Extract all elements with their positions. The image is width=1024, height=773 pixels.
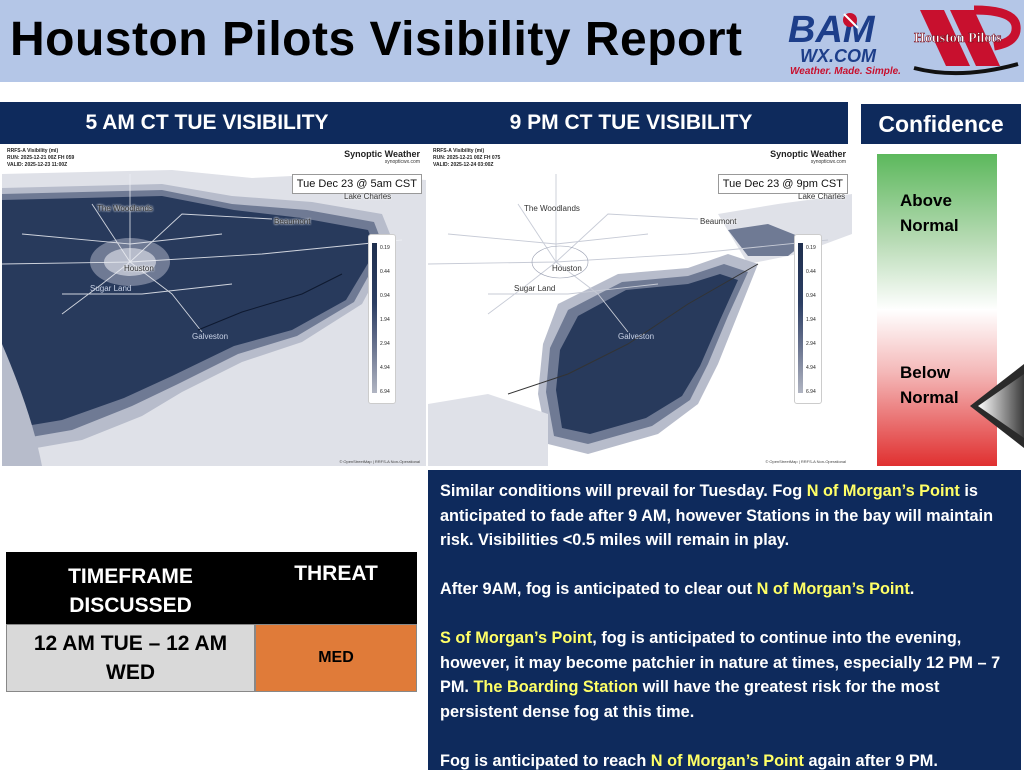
houston-pilots-logo: Houston Pilots bbox=[910, 4, 1022, 78]
discussion-paragraph-1: Similar conditions will prevail for Tues… bbox=[440, 479, 1009, 553]
svg-text:Weather. Made. Simple.: Weather. Made. Simple. bbox=[790, 66, 901, 76]
threat-level-cell: MED bbox=[255, 624, 417, 692]
city-galveston: Galveston bbox=[192, 332, 228, 341]
header-banner: Houston Pilots Visibility Report BAM WX.… bbox=[0, 0, 1024, 82]
visibility-map-5am: RRFS-A Visibility (mi) RUN: 2025-12-21 0… bbox=[2, 144, 426, 466]
map-attribution-9pm: © OpenStreetMap | RRFS-A Non-Operational bbox=[765, 459, 846, 464]
timeframe-header: TIMEFRAME DISCUSSED bbox=[6, 552, 255, 624]
confidence-above-normal-label: Above Normal bbox=[900, 188, 959, 238]
bam-weather-logo: BAM WX.COM Weather. Made. Simple. bbox=[786, 6, 908, 76]
confidence-below-normal-label: Below Normal bbox=[900, 360, 959, 410]
discussion-paragraph-2: After 9AM, fog is anticipated to clear o… bbox=[440, 577, 1009, 602]
city-galveston: Galveston bbox=[618, 332, 654, 341]
discussion-paragraph-4: Fog is anticipated to reach N of Morgan’… bbox=[440, 749, 1009, 773]
synoptic-brand-9pm: Synoptic Weather synopticwx.com bbox=[770, 149, 846, 165]
confidence-heading: Confidence bbox=[861, 104, 1021, 144]
city-lake-charles: Lake Charles bbox=[798, 192, 845, 201]
city-sugar-land: Sugar Land bbox=[514, 284, 555, 293]
visibility-legend-9pm: 0.19 0.44 0.94 1.94 2.94 4.94 6.94 bbox=[794, 234, 822, 404]
map-date-badge-5am: Tue Dec 23 @ 5am CST bbox=[292, 174, 422, 194]
city-the-woodlands: The Woodlands bbox=[524, 204, 580, 213]
svg-text:BAM: BAM bbox=[788, 9, 876, 51]
city-houston: Houston bbox=[552, 264, 582, 273]
panel-heading-9pm: 9 PM CT TUE VISIBILITY bbox=[414, 102, 848, 144]
city-houston: Houston bbox=[124, 264, 154, 273]
map-date-badge-9pm: Tue Dec 23 @ 9pm CST bbox=[718, 174, 848, 194]
panel-heading-5am: 5 AM CT TUE VISIBILITY bbox=[0, 102, 414, 144]
city-sugar-land: Sugar Land bbox=[90, 284, 131, 293]
map-attribution-5am: © OpenStreetMap | RRFS-A Non-Operational bbox=[339, 459, 420, 464]
timeframe-cell: 12 AM TUE – 12 AM WED bbox=[6, 624, 255, 692]
threat-table: TIMEFRAME DISCUSSED THREAT 12 AM TUE – 1… bbox=[6, 552, 417, 692]
synoptic-brand-5am: Synoptic Weather synopticwx.com bbox=[344, 149, 420, 165]
map-meta-9pm: RRFS-A Visibility (mi) RUN: 2025-12-21 0… bbox=[433, 148, 500, 169]
discussion-paragraph-3: S of Morgan’s Point, fog is anticipated … bbox=[440, 626, 1009, 724]
map-meta-5am: RRFS-A Visibility (mi) RUN: 2025-12-21 0… bbox=[7, 148, 74, 169]
threat-header: THREAT bbox=[255, 552, 417, 624]
city-beaumont: Beaumont bbox=[700, 217, 736, 226]
forecast-discussion: Similar conditions will prevail for Tues… bbox=[428, 470, 1021, 770]
city-lake-charles: Lake Charles bbox=[344, 192, 391, 201]
svg-text:Houston Pilots: Houston Pilots bbox=[914, 31, 1002, 46]
svg-text:WX.COM: WX.COM bbox=[800, 46, 877, 66]
visibility-map-9pm: RRFS-A Visibility (mi) RUN: 2025-12-21 0… bbox=[428, 144, 852, 466]
city-the-woodlands: The Woodlands bbox=[97, 204, 153, 213]
visibility-legend-5am: 0.19 0.44 0.94 1.94 2.94 4.94 6.94 bbox=[368, 234, 396, 404]
confidence-pointer-arrow-icon bbox=[966, 362, 1024, 450]
city-beaumont: Beaumont bbox=[274, 217, 310, 226]
page-title: Houston Pilots Visibility Report bbox=[10, 12, 743, 67]
